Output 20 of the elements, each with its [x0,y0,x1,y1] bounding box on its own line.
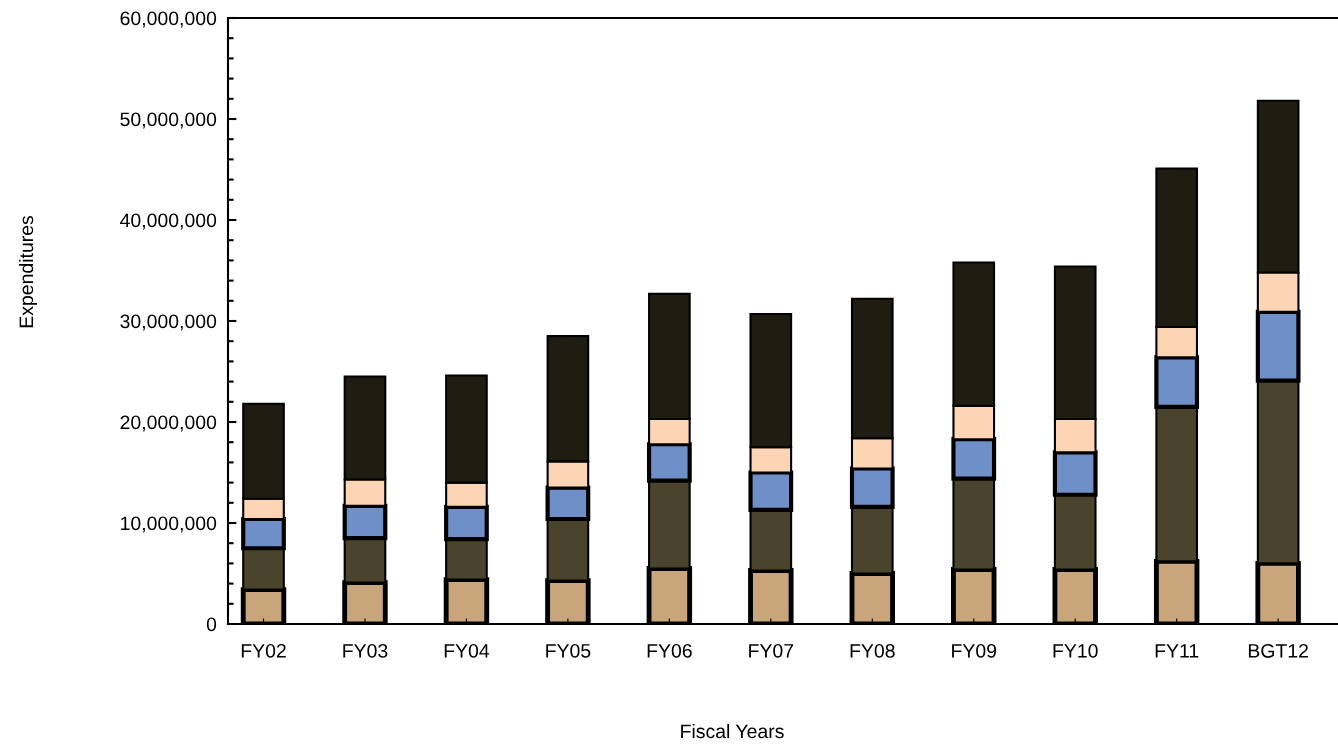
y-tick-label: 50,000,000 [120,112,217,129]
y-tick-label: 10,000,000 [121,516,217,533]
x-axis-title: Fiscal Years [681,723,784,739]
x-tick-label: FY09 [952,643,997,658]
y-axis-title: Expenditures [18,215,38,328]
x-tick-label: FY06 [647,643,692,658]
y-tick-label: 20,000,000 [120,415,217,432]
y-tick-label: 60,000,000 [120,11,217,28]
x-tick-label: BGT12 [1248,643,1308,658]
y-tick-label: 30,000,000 [120,314,217,331]
x-tick-label: FY04 [444,643,490,658]
y-tick-label: 40,000,000 [120,213,217,230]
x-tick-label: FY07 [749,643,794,658]
x-tick-label: FY03 [343,643,388,658]
x-tick-label: FY02 [241,643,286,658]
x-tick-label: FY05 [546,643,591,658]
y-tick-label: 0 [206,617,217,632]
x-tick-label: FY11 [1155,644,1199,658]
x-tick-label: FY08 [850,643,895,658]
x-tick-label: FY10 [1053,643,1098,658]
